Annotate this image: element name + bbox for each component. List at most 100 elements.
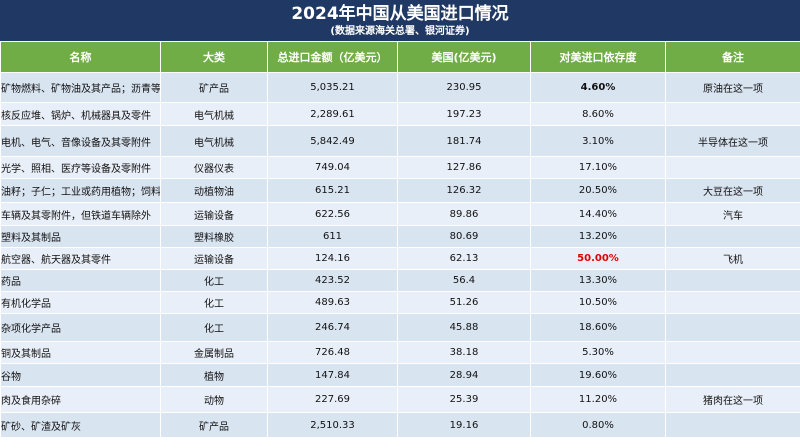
table-cell: 89.86 — [397, 202, 531, 226]
table-cell: 19.60% — [530, 363, 666, 387]
table-row: 航空器、航天器及其零件 运输设备 124.16 62.13 50.00% 飞机 — [0, 247, 800, 270]
table-row: 核反应堆、锅炉、机械器具及零件 电气机械 2,289.61 197.23 8.60% — [0, 102, 800, 126]
empty-cell — [665, 102, 800, 126]
table-cell: 10.50% — [530, 291, 666, 314]
table-cell: 塑料及其制品 — [0, 225, 161, 248]
table-cell: 核反应堆、锅炉、机械器具及零件 — [0, 102, 161, 126]
table-cell: 20.50% — [530, 178, 666, 203]
table-cell: 197.23 — [397, 102, 531, 126]
table-cell: 4.60% — [530, 72, 666, 103]
header-row: 名称 大类 总进口金额（亿美元） 美国(亿美元) 对美进口依存度 备注 — [0, 41, 800, 73]
table-cell: 11.20% — [530, 386, 666, 413]
data-table: 名称 大类 总进口金额（亿美元） 美国(亿美元) 对美进口依存度 备注 矿物燃料、矿物油及… — [0, 41, 800, 438]
table-cell: 矿物燃料、矿物油及其产品；沥青等 — [0, 72, 161, 103]
table-cell: 2,510.33 — [267, 412, 398, 438]
table-row: 油籽；子仁；工业或药用植物；饲料 动植物油 615.21 126.32 20.50% 大豆… — [0, 178, 800, 203]
table-cell: 原油在这一项 — [665, 72, 800, 103]
empty-cell — [665, 341, 800, 364]
table-cell: 38.18 — [397, 341, 531, 364]
table-cell: 124.16 — [267, 247, 398, 270]
table-cell: 航空器、航天器及其零件 — [0, 247, 161, 270]
subtitle: (数据来源海关总署、银河证券) — [330, 26, 470, 37]
table-cell: 5,842.49 — [267, 125, 398, 157]
empty-cell — [665, 313, 800, 342]
table-cell: 489.63 — [267, 291, 398, 314]
table-cell: 8.60% — [530, 102, 666, 126]
table-cell: 化工 — [160, 291, 268, 314]
table-cell: 矿产品 — [160, 412, 268, 438]
table-row: 矿物燃料、矿物油及其产品；沥青等 矿产品 5,035.21 230.95 4.60% 原油… — [0, 72, 800, 103]
table-cell: 塑料橡胶 — [160, 225, 268, 248]
table-cell: 电气机械 — [160, 102, 268, 126]
table-cell: 56.4 — [397, 269, 531, 292]
table-cell: 汽车 — [665, 202, 800, 226]
table-row: 电机、电气、音像设备及其零附件 电气机械 5,842.49 181.74 3.10% 半导… — [0, 125, 800, 157]
table-cell: 仪器仪表 — [160, 156, 268, 179]
table-cell: 油籽；子仁；工业或药用植物；饲料 — [0, 178, 161, 203]
table-cell: 矿产品 — [160, 72, 268, 103]
table-cell: 动植物油 — [160, 178, 268, 203]
table-cell: 615.21 — [267, 178, 398, 203]
empty-cell — [665, 225, 800, 248]
table-row: 有机化学品 化工 489.63 51.26 10.50% — [0, 291, 800, 314]
column-header: 备注 — [665, 41, 800, 73]
table-row: 杂项化学产品 化工 246.74 45.88 18.60% — [0, 313, 800, 342]
table-cell: 肉及食用杂碎 — [0, 386, 161, 413]
table-cell: 5.30% — [530, 341, 666, 364]
empty-cell — [665, 291, 800, 314]
table-row: 车辆及其零附件，但铁道车辆除外 运输设备 622.56 89.86 14.40% 汽车 — [0, 202, 800, 226]
table-cell: 金属制品 — [160, 341, 268, 364]
table-cell: 13.20% — [530, 225, 666, 248]
table-row: 肉及食用杂碎 动物 227.69 25.39 11.20% 猪肉在这一项 — [0, 386, 800, 413]
table-cell: 3.10% — [530, 125, 666, 157]
column-header: 美国(亿美元) — [397, 41, 531, 73]
table-cell: 大豆在这一项 — [665, 178, 800, 203]
table-cell: 127.86 — [397, 156, 531, 179]
table-cell: 423.52 — [267, 269, 398, 292]
table-cell: 62.13 — [397, 247, 531, 270]
table-cell: 猪肉在这一项 — [665, 386, 800, 413]
table-cell: 药品 — [0, 269, 161, 292]
table-cell: 18.60% — [530, 313, 666, 342]
table-row: 塑料及其制品 塑料橡胶 611 80.69 13.20% — [0, 225, 800, 248]
table-cell: 25.39 — [397, 386, 531, 413]
column-header: 对美进口依存度 — [530, 41, 666, 73]
table-cell: 光学、照相、医疗等设备及零附件 — [0, 156, 161, 179]
table-cell: 化工 — [160, 269, 268, 292]
table-cell: 有机化学品 — [0, 291, 161, 314]
table-cell: 5,035.21 — [267, 72, 398, 103]
header: 2024年中国从美国进口情况 (数据来源海关总署、银河证券) — [0, 0, 800, 41]
table-cell: 227.69 — [267, 386, 398, 413]
table-cell: 17.10% — [530, 156, 666, 179]
empty-cell — [665, 156, 800, 179]
column-header: 名称 — [0, 41, 161, 73]
column-header: 总进口金额（亿美元） — [267, 41, 398, 73]
table-row: 矿砂、矿渣及矿灰 矿产品 2,510.33 19.16 0.80% — [0, 412, 800, 438]
table-cell: 246.74 — [267, 313, 398, 342]
table-cell: 50.00% — [530, 247, 666, 270]
table-cell: 749.04 — [267, 156, 398, 179]
table-row: 药品 化工 423.52 56.4 13.30% — [0, 269, 800, 292]
table-cell: 动物 — [160, 386, 268, 413]
table-body: 矿物燃料、矿物油及其产品；沥青等 矿产品 5,035.21 230.95 4.60% 原油… — [0, 72, 800, 438]
title: 2024年中国从美国进口情况 — [291, 4, 509, 24]
table-cell: 147.84 — [267, 363, 398, 387]
table-row: 铜及其制品 金属制品 726.48 38.18 5.30% — [0, 341, 800, 364]
table-cell: 14.40% — [530, 202, 666, 226]
table-cell: 谷物 — [0, 363, 161, 387]
table-cell: 车辆及其零附件，但铁道车辆除外 — [0, 202, 161, 226]
table-cell: 611 — [267, 225, 398, 248]
table-cell: 19.16 — [397, 412, 531, 438]
table-cell: 矿砂、矿渣及矿灰 — [0, 412, 161, 438]
table-cell: 622.56 — [267, 202, 398, 226]
table-cell: 电气机械 — [160, 125, 268, 157]
table-cell: 半导体在这一项 — [665, 125, 800, 157]
empty-cell — [665, 269, 800, 292]
table-cell: 51.26 — [397, 291, 531, 314]
table-cell: 45.88 — [397, 313, 531, 342]
column-header: 大类 — [160, 41, 268, 73]
table-cell: 电机、电气、音像设备及其零附件 — [0, 125, 161, 157]
empty-cell — [665, 412, 800, 438]
table-cell: 28.94 — [397, 363, 531, 387]
